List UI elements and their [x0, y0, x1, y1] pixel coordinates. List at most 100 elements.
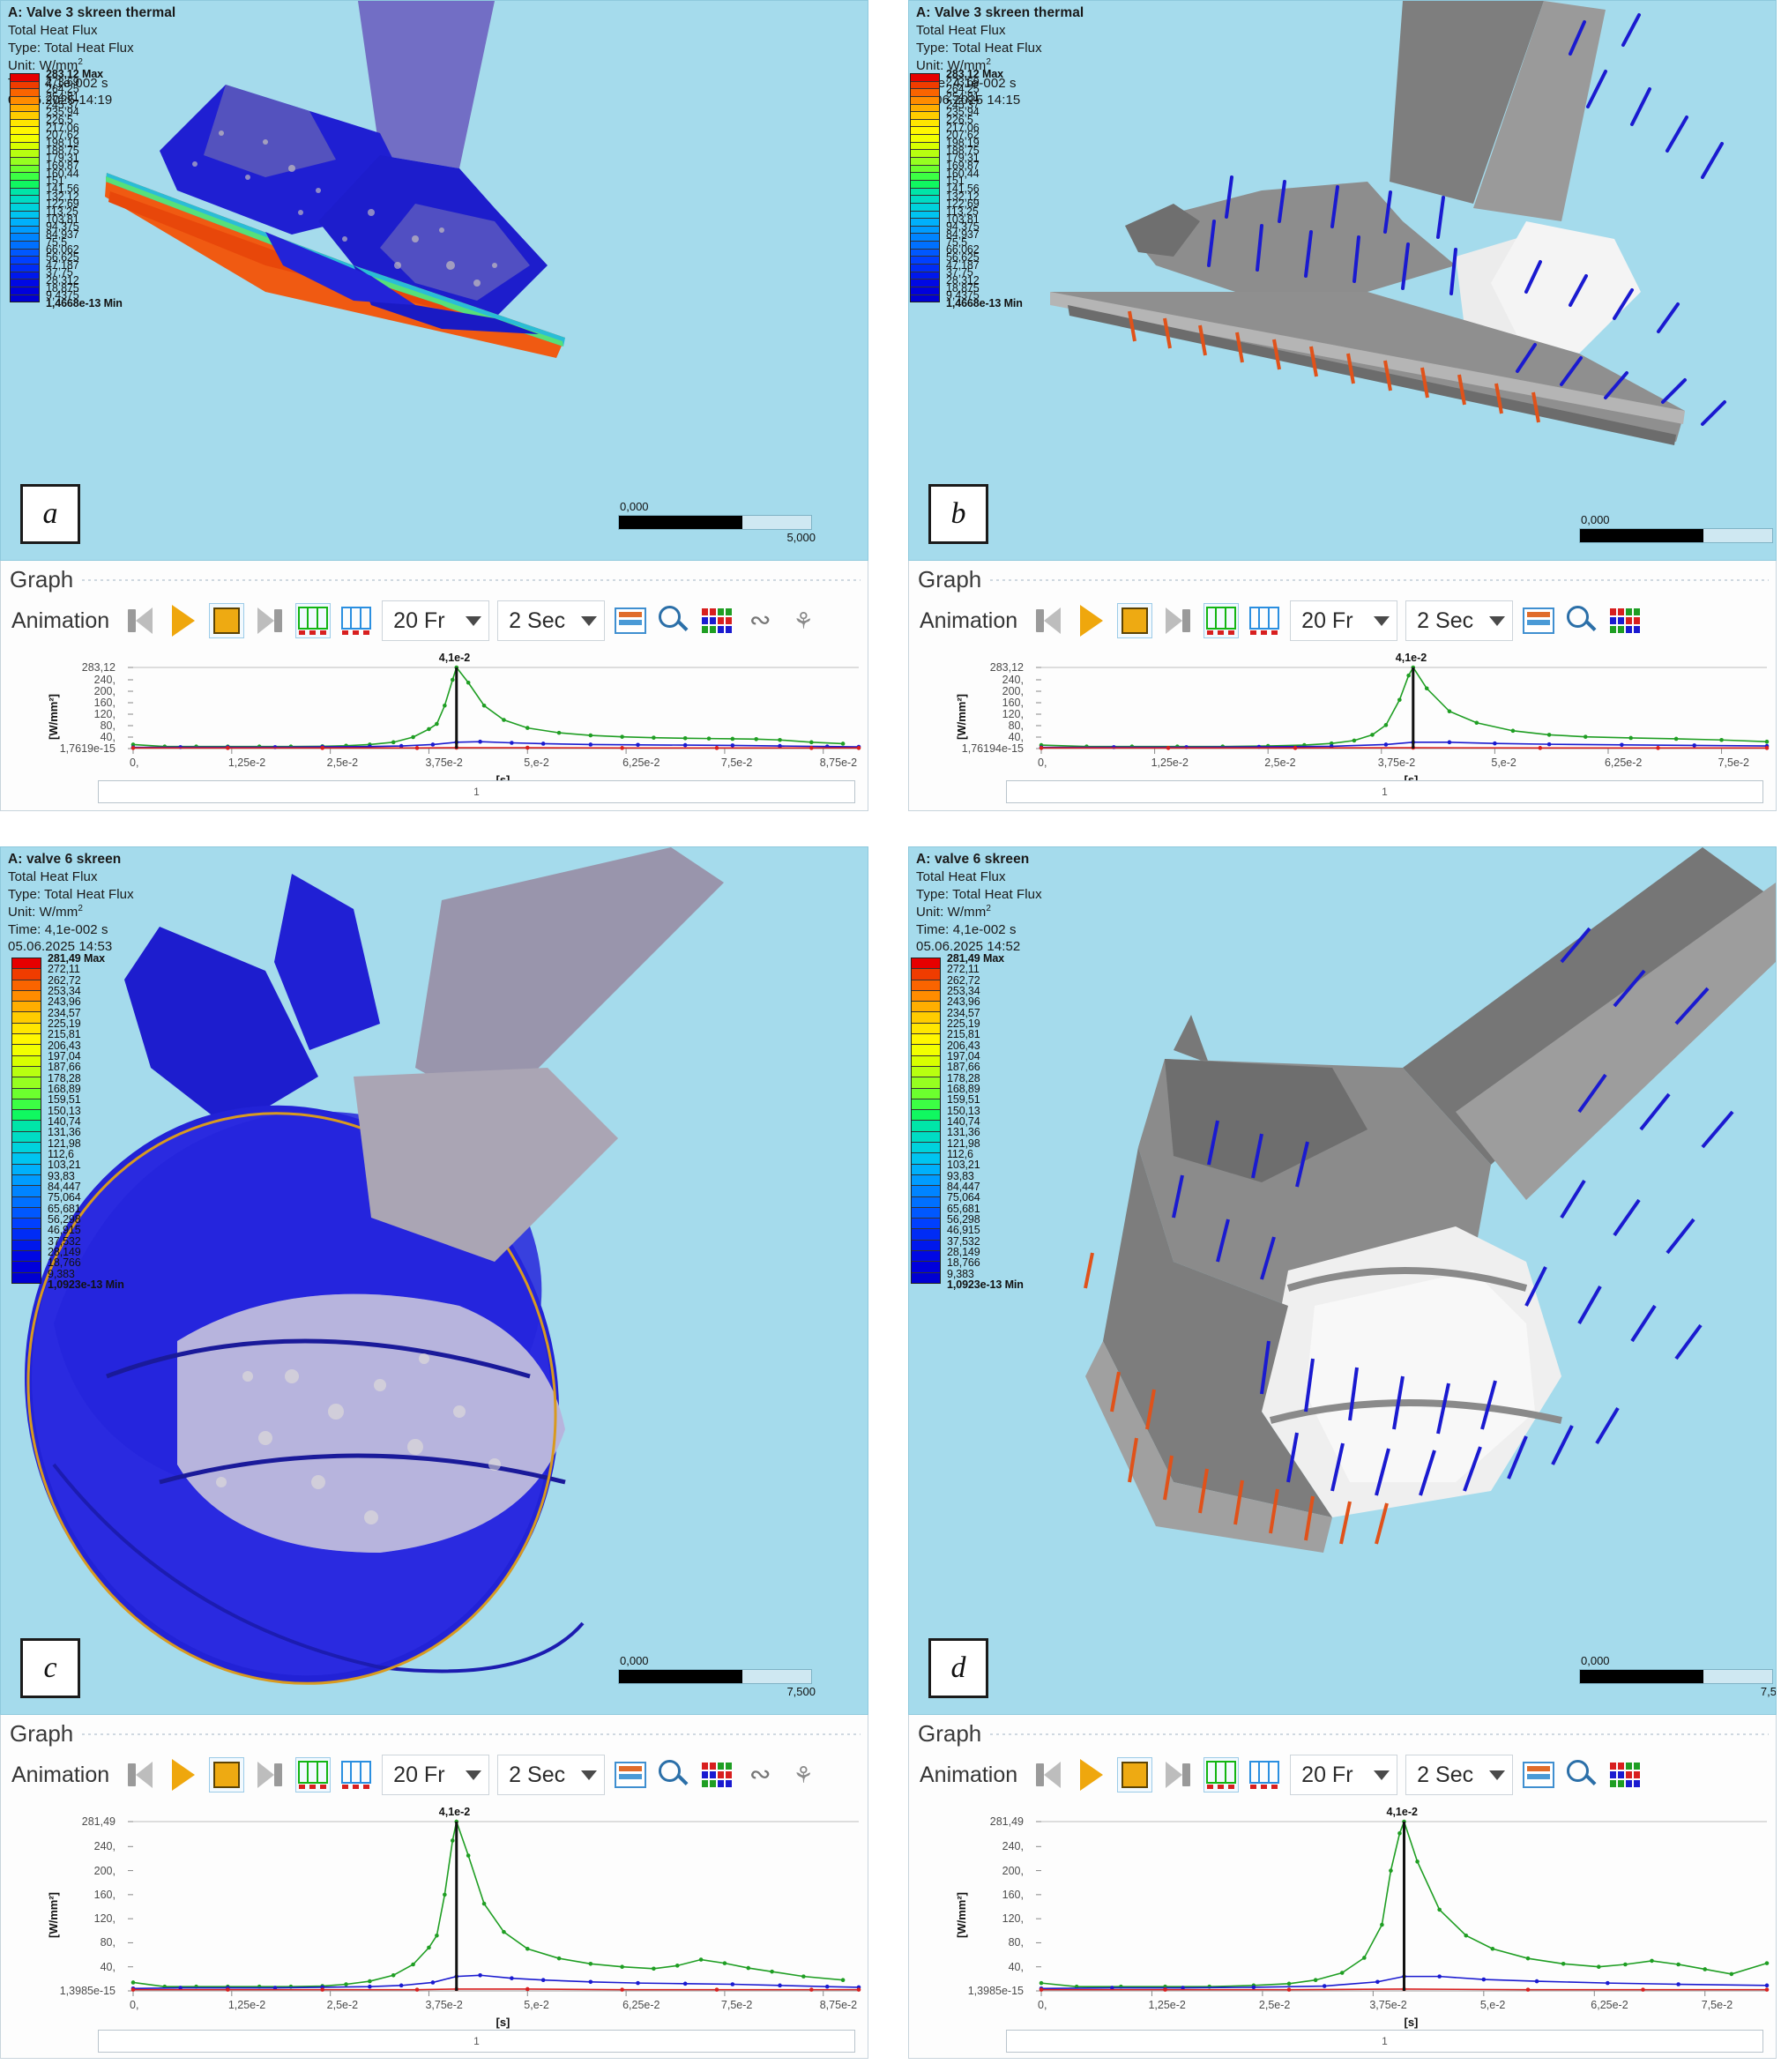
y-tick: 80, — [100, 719, 116, 732]
stop-icon — [213, 1762, 241, 1788]
animation-label: Animation — [920, 607, 1018, 633]
scale-bar-a: 0,000 5,000 — [618, 500, 816, 544]
play-button[interactable] — [1074, 603, 1109, 638]
distributed-view-button[interactable] — [295, 1757, 332, 1793]
timeline-slider-a[interactable]: 1 — [98, 780, 855, 803]
legend-band — [911, 89, 939, 97]
stop-button[interactable] — [1117, 1757, 1153, 1793]
legend-value: 18,875 — [46, 281, 79, 294]
frames-select[interactable]: 20 Fr — [382, 600, 490, 641]
legend-band — [11, 81, 39, 90]
timeline-slider-c[interactable]: 1 — [98, 2030, 855, 2053]
result-time: Time: 4,1e-002 s — [8, 921, 108, 937]
legend-band — [11, 158, 39, 166]
go-to-end-button[interactable] — [252, 1757, 287, 1793]
legend-band — [11, 242, 39, 250]
legend-value: 283,12 Max — [946, 68, 1004, 80]
play-button[interactable] — [1074, 1757, 1109, 1793]
duration-value: 2 Sec — [509, 1762, 566, 1787]
legend-value: 132,12 — [46, 190, 79, 203]
duration-select[interactable]: 2 Sec — [1405, 600, 1514, 641]
go-to-start-button[interactable] — [123, 603, 158, 638]
legend-band — [912, 990, 940, 1002]
duration-select[interactable]: 2 Sec — [1405, 1755, 1514, 1795]
play-button[interactable] — [166, 1757, 201, 1793]
color-grid-button[interactable] — [699, 1757, 734, 1793]
legend-band — [911, 127, 939, 136]
probe-button[interactable]: ⚘ — [786, 603, 821, 638]
plug-icon: ⚘ — [793, 1761, 814, 1788]
go-to-start-button[interactable] — [1031, 1757, 1066, 1793]
duration-select[interactable]: 2 Sec — [497, 1755, 606, 1795]
distributed-view-button[interactable] — [295, 603, 332, 638]
result-title: A: Valve 3 skreen thermal — [916, 5, 1084, 20]
x-axis-label: [s] — [1404, 2016, 1419, 2029]
legend-band — [912, 1186, 940, 1197]
legend-value: 169,87 — [46, 160, 79, 172]
export-video-button[interactable] — [1521, 603, 1556, 638]
chevron-down-icon — [1374, 1770, 1390, 1780]
panel-a: A: Valve 3 skreen thermal Total Heat Flu… — [0, 0, 868, 811]
viewport-d[interactable]: A: valve 6 skreen Total Heat Flux Type: … — [908, 846, 1777, 1715]
chart-b[interactable]: [W/mm²] 283,12 240, 200, 160, 120, 80, 40, 1,761… — [909, 652, 1776, 786]
go-to-end-button[interactable] — [1160, 1757, 1196, 1793]
frames-select[interactable]: 20 Fr — [1290, 1755, 1398, 1795]
slider-value: 1 — [1382, 2035, 1388, 2047]
color-grid-button[interactable] — [1607, 603, 1643, 638]
distributed-view-button[interactable] — [1203, 1757, 1240, 1793]
play-button[interactable] — [166, 603, 201, 638]
curve-button[interactable]: ∾ — [742, 1757, 778, 1793]
frames-select[interactable]: 20 Fr — [382, 1755, 490, 1795]
go-to-end-button[interactable] — [252, 603, 287, 638]
zoom-button[interactable] — [1564, 603, 1599, 638]
duration-select[interactable]: 2 Sec — [497, 600, 606, 641]
series-green — [132, 666, 844, 748]
frames-select[interactable]: 20 Fr — [1290, 600, 1398, 641]
legend-value: 150,13 — [48, 1104, 81, 1117]
single-view-button[interactable] — [1247, 1757, 1282, 1793]
color-grid-button[interactable] — [699, 603, 734, 638]
color-grid-button[interactable] — [1607, 1757, 1643, 1793]
legend-value: 206,43 — [48, 1039, 81, 1052]
x-tick: 1,25e-2 — [227, 1999, 266, 2011]
viewport-b[interactable]: A: Valve 3 skreen thermal Total Heat Flu… — [908, 0, 1777, 561]
scale-rail — [618, 1669, 812, 1684]
x-tick: 7,5e-2 — [1718, 757, 1750, 769]
stop-button[interactable] — [1117, 603, 1153, 638]
stop-button[interactable] — [209, 603, 245, 638]
single-view-button[interactable] — [339, 603, 374, 638]
curve-button[interactable]: ∾ — [742, 603, 778, 638]
legend-value: 65,681 — [48, 1202, 81, 1215]
export-video-button[interactable] — [613, 603, 648, 638]
chart-a[interactable]: [W/mm²] 283,12 240, 200, 160, 120, 80, 40, 1,761… — [1, 652, 868, 786]
chevron-down-icon — [581, 615, 598, 626]
stop-button[interactable] — [209, 1757, 245, 1793]
viewport-c[interactable]: A: valve 6 skreen Total Heat Flux Type: … — [0, 846, 868, 1715]
go-to-start-button[interactable] — [123, 1757, 158, 1793]
chart-d[interactable]: [W/mm²] 281,49 240, 200, 160, 120, 80, 40, 1,398… — [909, 1806, 1776, 2029]
legend-band — [12, 1219, 41, 1230]
zoom-button[interactable] — [1564, 1757, 1599, 1793]
legend-band — [12, 1272, 41, 1283]
legend-value: 84,447 — [947, 1181, 980, 1193]
legend-band — [12, 1002, 41, 1013]
legend-band — [12, 1121, 41, 1132]
go-to-start-button[interactable] — [1031, 603, 1066, 638]
chart-c[interactable]: [W/mm²] 281,49 240, 200, 160, 120, 80, 40, 1,398… — [1, 1806, 868, 2029]
export-video-button[interactable] — [613, 1757, 648, 1793]
probe-button[interactable]: ⚘ — [786, 1757, 821, 1793]
single-view-button[interactable] — [1247, 603, 1282, 638]
zoom-button[interactable] — [656, 603, 691, 638]
go-to-end-button[interactable] — [1160, 603, 1196, 638]
viewport-a[interactable]: A: Valve 3 skreen thermal Total Heat Flu… — [0, 0, 868, 561]
distributed-view-button[interactable] — [1203, 603, 1240, 638]
zoom-button[interactable] — [656, 1757, 691, 1793]
legend-value: 234,57 — [947, 1006, 980, 1019]
legend-band — [912, 1251, 940, 1263]
export-video-button[interactable] — [1521, 1757, 1556, 1793]
single-view-button[interactable] — [339, 1757, 374, 1793]
legend-band — [12, 1012, 41, 1024]
timeline-slider-d[interactable]: 1 — [1006, 2030, 1763, 2053]
timeline-slider-b[interactable]: 1 — [1006, 780, 1763, 803]
legend-value: 46,915 — [947, 1224, 980, 1237]
